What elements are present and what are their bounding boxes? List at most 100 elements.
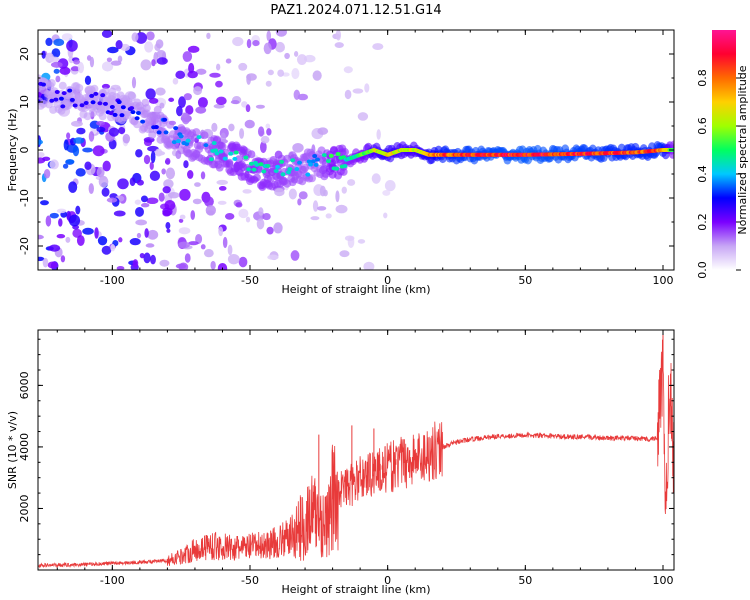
heatmap-cell <box>146 31 155 41</box>
heatmap-cell <box>266 30 272 42</box>
heatmap-cell <box>53 97 59 102</box>
heatmap-cell <box>218 142 227 151</box>
snr-x-tick-label: 100 <box>652 574 673 587</box>
heatmap-cell <box>166 228 171 233</box>
heatmap-cell <box>84 75 92 86</box>
spectrogram-y-tick-label: 0 <box>18 147 31 154</box>
heatmap-cell <box>110 244 116 252</box>
heatmap-cell <box>68 214 81 227</box>
heatmap-cell <box>196 135 202 140</box>
heatmap-cell <box>145 243 155 248</box>
heatmap-cell <box>296 54 308 65</box>
colorbar-tick-label: 0.2 <box>696 213 709 231</box>
heatmap-cell <box>252 173 261 182</box>
heatmap-cell <box>140 195 148 203</box>
heatmap-cell <box>200 171 206 180</box>
colorbar-tick-label: 0.6 <box>696 117 709 135</box>
heatmap-cell <box>167 191 180 199</box>
heatmap-cell <box>247 150 256 159</box>
heatmap-cell <box>308 162 314 167</box>
heatmap-cell <box>144 228 149 238</box>
heatmap-cell <box>175 70 186 80</box>
snr-plot-frame <box>37 329 675 571</box>
heatmap-cell <box>228 151 234 156</box>
heatmap-cell <box>131 32 139 42</box>
heatmap-cell <box>321 153 327 158</box>
heatmap-cell <box>89 93 95 98</box>
heatmap-cell <box>149 161 154 171</box>
heatmap-cell <box>40 200 49 206</box>
heatmap-cell <box>135 32 148 44</box>
heatmap-cell <box>68 56 75 64</box>
heatmap-cell <box>273 222 283 234</box>
heatmap-cell <box>92 145 105 157</box>
heatmap-cell <box>325 213 332 219</box>
heatmap-cell <box>227 244 233 256</box>
heatmap-cell <box>65 236 71 243</box>
heatmap-cell <box>260 135 270 144</box>
heatmap-cell <box>188 241 199 246</box>
heatmap-cell <box>305 172 311 177</box>
snr-x-tick-label: 0 <box>384 574 391 587</box>
heatmap-cell <box>347 179 356 186</box>
heatmap-cell <box>280 172 286 177</box>
heatmap-cell <box>159 259 170 267</box>
heatmap-cell <box>192 198 202 205</box>
heatmap-cell <box>184 141 190 146</box>
heatmap-cell <box>222 236 228 249</box>
heatmap-cell <box>101 30 113 38</box>
heatmap-cell <box>62 163 69 169</box>
heatmap-cell <box>150 254 156 265</box>
heatmap-cell <box>115 86 122 92</box>
colorbar-label: Normalized spectral amplitude <box>736 65 749 234</box>
heatmap-cell <box>262 212 271 221</box>
heatmap-cell <box>203 249 214 258</box>
heatmap-cell <box>383 212 388 219</box>
colorbar-tick-label: 0.8 <box>696 69 709 87</box>
heatmap-cell <box>314 157 320 162</box>
heatmap-cell <box>341 186 347 194</box>
heatmap-cell <box>129 106 135 111</box>
heatmap-cell <box>211 141 217 146</box>
heatmap-cell <box>47 79 56 88</box>
heatmap-cell <box>298 191 308 200</box>
heatmap-cell <box>61 33 73 41</box>
snr-y-tick-label: 4000 <box>18 433 31 461</box>
heatmap-cell <box>88 183 94 195</box>
heatmap-cell <box>84 161 92 170</box>
heatmap-cell <box>194 182 201 187</box>
heatmap-cell <box>72 103 78 108</box>
snr-y-tick-label: 2000 <box>18 494 31 522</box>
heatmap-cell <box>97 101 103 106</box>
heatmap-cell <box>297 93 309 101</box>
heatmap-cell <box>184 253 191 263</box>
heatmap-cell <box>246 167 252 172</box>
heatmap-cell <box>343 66 353 74</box>
heatmap-cell <box>197 97 208 108</box>
heatmap-cell <box>334 42 344 48</box>
heatmap-cell <box>182 51 193 62</box>
heatmap-cell <box>79 103 85 108</box>
heatmap-cell <box>290 250 300 261</box>
heatmap-cell <box>312 200 319 212</box>
heatmap-cell <box>50 61 63 68</box>
heatmap-cell <box>260 141 267 154</box>
heatmap-cell <box>96 120 105 126</box>
heatmap-cell <box>136 179 144 186</box>
heatmap-cell <box>72 145 80 157</box>
heatmap-cell <box>83 101 89 106</box>
heatmap-cell <box>49 212 59 219</box>
heatmap-cell <box>265 80 272 87</box>
heatmap-cell <box>70 66 80 72</box>
heatmap-cell <box>53 68 60 74</box>
heatmap-cell <box>112 112 118 117</box>
heatmap-cell <box>133 120 142 129</box>
heatmap-cell <box>127 91 136 100</box>
heatmap-cell <box>335 152 341 157</box>
heatmap-cell <box>140 203 150 208</box>
heatmap-cell <box>143 154 151 165</box>
spectrogram-y-axis-title: Frequency (Hz) <box>6 109 19 192</box>
heatmap-cell <box>238 62 248 71</box>
heatmap-cell <box>42 156 51 161</box>
